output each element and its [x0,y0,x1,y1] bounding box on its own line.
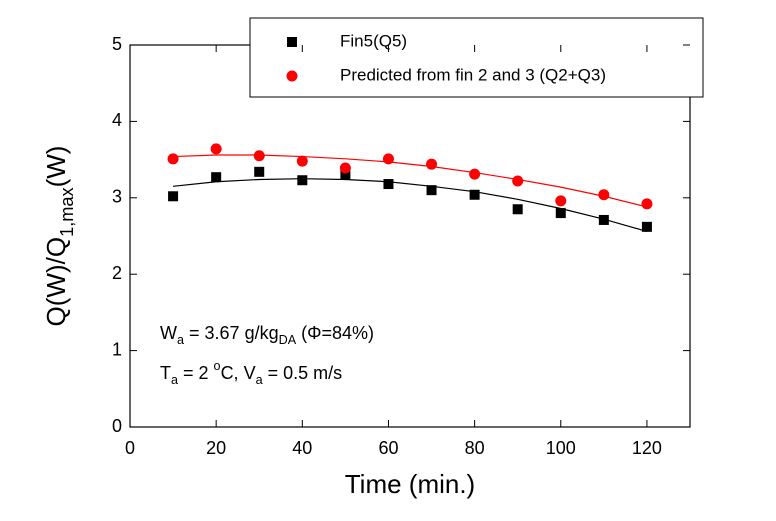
annotation: Wa = 3.67 g/kgDA (Φ=84%) [160,323,374,348]
y-tick-label: 3 [112,187,122,207]
data-point [512,175,524,187]
data-point [426,185,437,196]
data-point [383,179,394,190]
data-point [555,195,567,207]
data-point [254,166,265,177]
text-run: DA [279,333,297,347]
legend-label: Predicted from fin 2 and 3 (Q2+Q3) [340,65,606,84]
text-run: = 3.67 g/kg [184,323,279,343]
data-point [253,150,265,162]
y-tick-label: 5 [112,34,122,54]
data-point [641,198,653,210]
data-point [426,158,438,170]
data-point [598,214,609,225]
data-point [598,189,610,201]
text-run: a [171,373,178,387]
data-point [297,175,308,186]
data-point [210,143,222,155]
text-run: o [214,359,221,373]
data-point [641,221,652,232]
text-run: (W) [41,146,71,188]
fit-curve [173,154,648,208]
text-run: a [256,373,263,387]
data-point [339,162,351,174]
legend-label: Fin5(Q5) [340,31,407,50]
text-run: C, V [221,363,256,383]
x-tick-label: 0 [125,438,135,458]
data-point [168,191,179,202]
text-run: 1,max [57,187,77,237]
text-run: W [160,323,177,343]
text-run: (Φ=84%) [296,323,374,343]
data-point [469,168,481,180]
x-axis-title: Time (min.) [345,469,475,499]
x-tick-label: 60 [378,438,398,458]
fit-curve [173,178,648,232]
x-tick-label: 120 [632,438,662,458]
data-point [211,172,222,183]
legend-marker [287,37,297,47]
text-run: = 2 [178,363,214,383]
text-run: a [177,333,184,347]
data-point [382,153,394,165]
y-axis-title: Q(W)/Q1,max(W) [41,146,77,327]
legend-box [249,17,704,98]
legend-marker [286,70,298,82]
data-point [296,155,308,167]
data-point [512,204,523,215]
text-run: Q(W)/Q [41,237,71,327]
annotation: Ta = 2 oC, Va = 0.5 m/s [160,359,342,387]
data-point [340,169,351,180]
y-tick-label: 0 [112,416,122,436]
data-point [167,153,179,165]
x-tick-label: 20 [206,438,226,458]
data-point [555,208,566,219]
y-tick-label: 1 [112,339,122,359]
text-run: = 0.5 m/s [263,363,343,383]
x-tick-label: 40 [292,438,312,458]
x-tick-label: 100 [546,438,576,458]
text-run: T [160,363,171,383]
y-tick-label: 2 [112,263,122,283]
y-tick-label: 4 [112,110,122,130]
x-tick-label: 80 [465,438,485,458]
data-point [469,189,480,200]
